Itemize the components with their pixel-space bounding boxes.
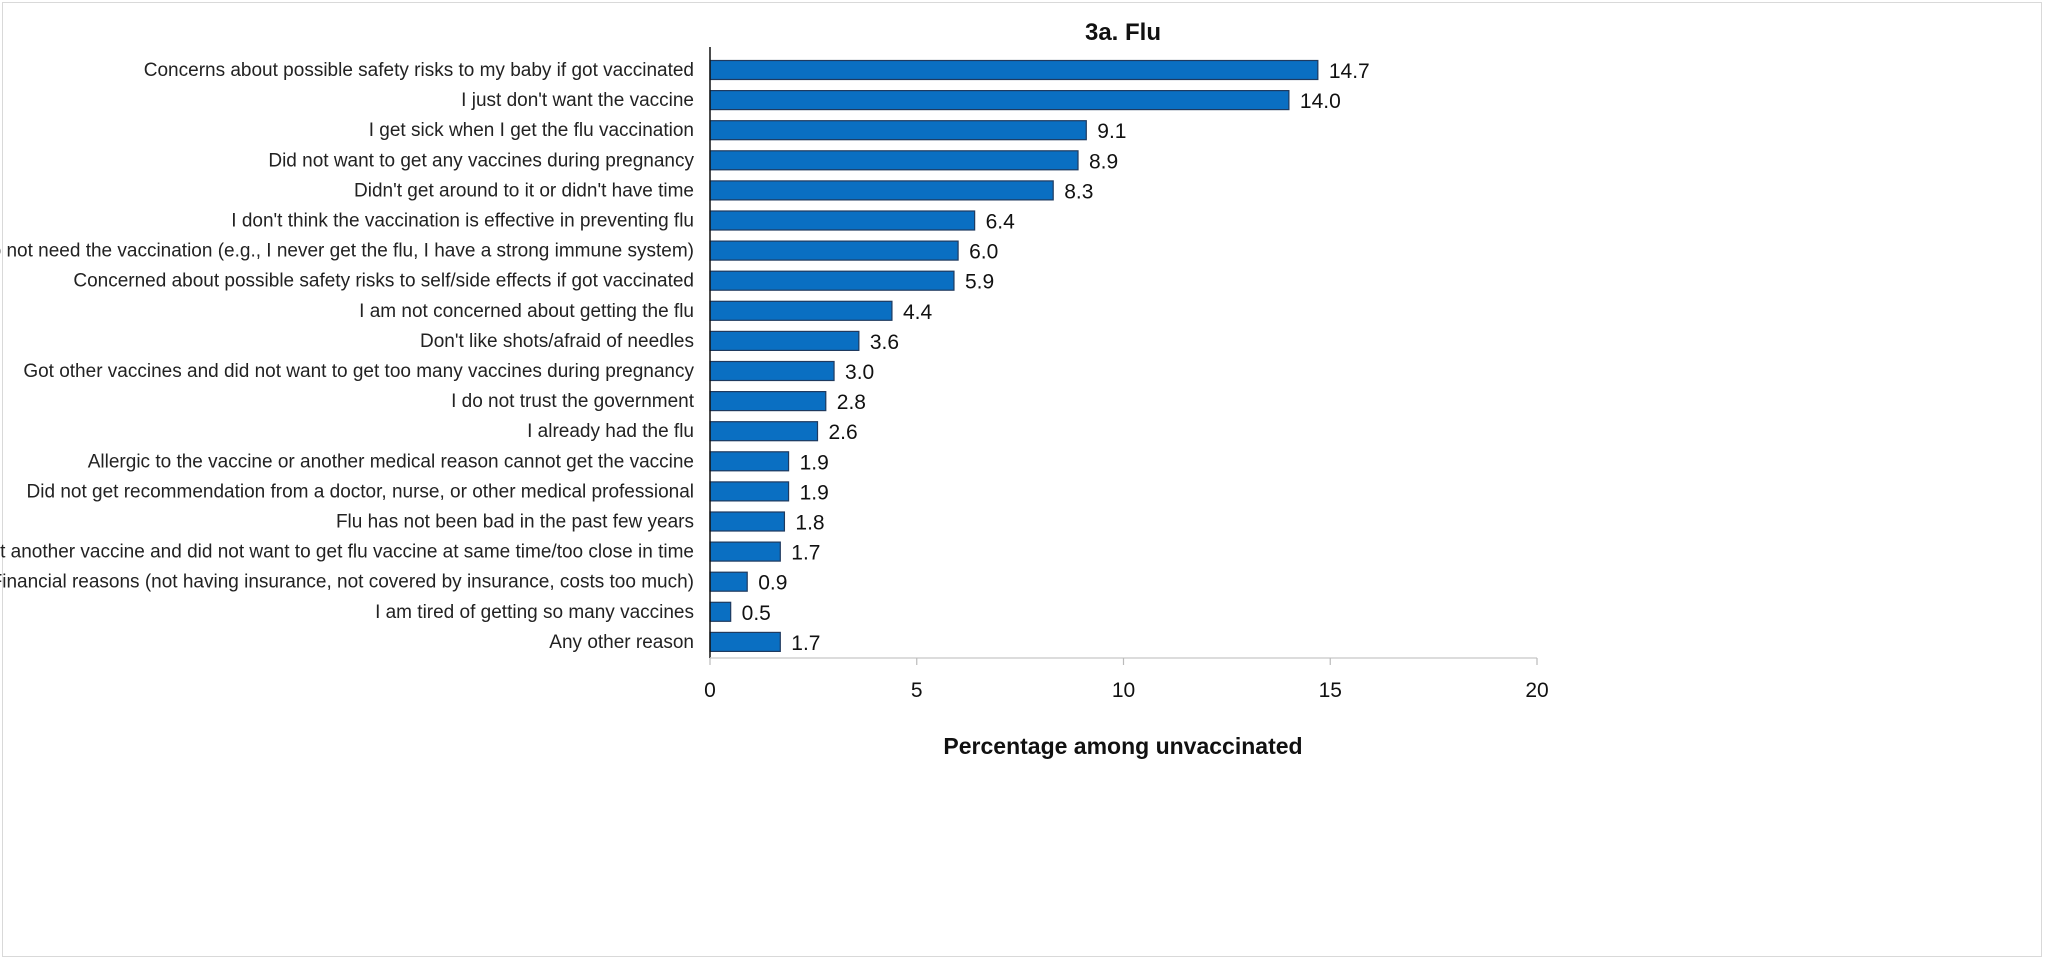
value-label: 9.1 — [1097, 120, 1126, 143]
category-label: Don't like shots/afraid of needles — [420, 331, 694, 352]
x-tick-label: 0 — [704, 679, 716, 702]
bar — [709, 270, 955, 291]
value-label: 1.8 — [795, 512, 824, 535]
value-label: 8.3 — [1064, 180, 1093, 203]
x-tick-label: 15 — [1319, 679, 1342, 702]
bar — [709, 360, 835, 382]
bar — [709, 210, 976, 231]
bar — [709, 601, 732, 622]
category-label: Financial reasons (not having insurance,… — [0, 572, 694, 593]
bar — [709, 541, 781, 562]
category-label: Didn't get around to it or didn't have t… — [354, 180, 694, 201]
category-label: Got other vaccines and did not want to g… — [23, 361, 694, 382]
value-label: 5.9 — [965, 271, 994, 294]
bar — [709, 631, 781, 653]
value-label: 8.9 — [1089, 150, 1118, 173]
value-label: 1.9 — [800, 451, 829, 474]
bar — [709, 240, 959, 261]
value-label: 0.5 — [742, 602, 771, 625]
x-tick-label: 20 — [1525, 679, 1548, 702]
x-tick-label: 5 — [911, 679, 923, 702]
category-label: I do not trust the government — [451, 391, 695, 412]
category-label: Allergic to the vaccine or another medic… — [88, 451, 694, 472]
bar — [709, 451, 790, 472]
category-label: Got another vaccine and did not want to … — [0, 542, 694, 563]
category-label: I don't think the vaccination is effecti… — [231, 211, 694, 232]
value-label: 14.7 — [1329, 60, 1370, 83]
category-label: Did not want to get any vaccines during … — [268, 150, 694, 171]
category-label: Concerned about possible safety risks to… — [73, 271, 694, 292]
value-label: 4.4 — [903, 301, 933, 324]
category-label: I get sick when I get the flu vaccinatio… — [369, 120, 694, 141]
value-label: 6.0 — [969, 241, 998, 264]
category-label: I do not need the vaccination (e.g., I n… — [0, 241, 694, 262]
bar — [709, 330, 860, 351]
value-label: 2.8 — [837, 391, 866, 414]
category-label: Concerns about possible safety risks to … — [144, 60, 694, 81]
bar — [709, 481, 790, 502]
category-label: I already had the flu — [527, 421, 694, 442]
bar — [709, 511, 786, 532]
bar — [709, 150, 1079, 171]
x-tick-label: 10 — [1112, 679, 1135, 702]
category-label: I am not concerned about getting the flu — [359, 301, 694, 322]
bar — [709, 300, 893, 321]
bar — [709, 120, 1087, 141]
value-label: 1.7 — [791, 542, 820, 565]
bar — [709, 421, 819, 442]
bar — [709, 89, 1290, 111]
value-label: 3.6 — [870, 331, 899, 354]
category-label: Did not get recommendation from a doctor… — [27, 481, 694, 502]
value-label: 14.0 — [1300, 90, 1341, 113]
x-axis-label: Percentage among unvaccinated — [943, 733, 1302, 759]
category-label: I just don't want the vaccine — [461, 90, 694, 111]
value-label: 3.0 — [845, 361, 874, 384]
category-label: Flu has not been bad in the past few yea… — [336, 512, 694, 533]
category-label: Any other reason — [549, 632, 694, 653]
bar — [709, 571, 748, 592]
value-label: 6.4 — [986, 211, 1016, 234]
value-label: 2.6 — [829, 421, 858, 444]
bar — [709, 391, 827, 412]
value-label: 1.7 — [791, 632, 820, 655]
value-label: 1.9 — [800, 481, 829, 504]
bar — [709, 180, 1054, 201]
value-label: 0.9 — [758, 572, 787, 595]
bar — [709, 59, 1319, 81]
category-label: I am tired of getting so many vaccines — [375, 602, 694, 623]
chart-title: 3a. Flu — [1085, 19, 1161, 46]
